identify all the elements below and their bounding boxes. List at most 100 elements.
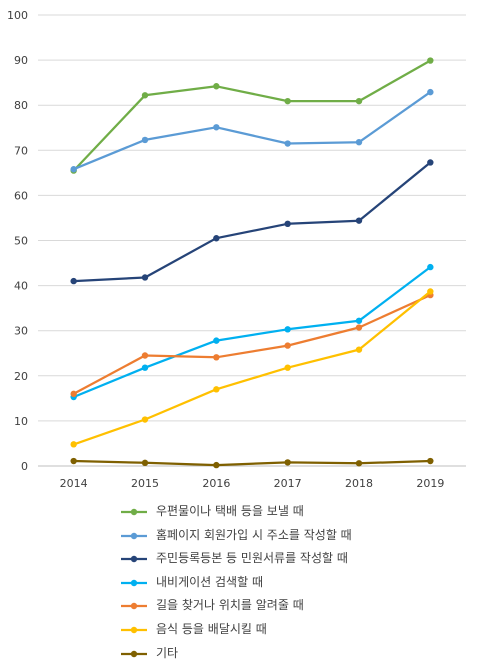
data-point	[213, 235, 220, 242]
data-point	[355, 97, 363, 105]
data-point	[427, 288, 434, 295]
legend-swatch	[121, 603, 147, 610]
data-point	[70, 390, 77, 398]
legend-item: 홈페이지 회원가입 시 주소를 작성할 때	[120, 524, 460, 548]
x-tick-label: 2018	[345, 477, 373, 490]
data-point	[284, 364, 291, 371]
y-tick-label: 90	[14, 54, 28, 67]
data-point	[213, 337, 220, 344]
y-tick-label: 40	[14, 280, 28, 293]
legend-item: 길을 찾거나 위치를 알려줄 때	[120, 594, 460, 618]
y-tick-label: 60	[14, 189, 28, 202]
legend-label: 내비게이션 검색할 때	[156, 574, 263, 589]
data-point	[427, 57, 434, 64]
data-point	[141, 92, 149, 99]
series-line	[73, 294, 431, 395]
legend-item: 주민등록등본 등 민원서류를 작성할 때	[120, 547, 460, 571]
data-point	[284, 326, 291, 333]
x-tick-label: 2014	[60, 477, 88, 490]
x-tick-label: 2017	[274, 477, 302, 490]
x-tick-label: 2016	[202, 477, 230, 490]
series-2	[70, 88, 434, 173]
legend-label: 기타	[156, 645, 179, 660]
y-tick-label: 70	[14, 144, 28, 157]
series-line	[73, 266, 431, 399]
data-point	[427, 263, 434, 271]
data-point	[70, 277, 77, 285]
series-5	[70, 291, 434, 398]
data-point	[70, 166, 77, 173]
legend-label: 음식 등을 배달시킬 때	[156, 621, 267, 636]
series-line	[72, 59, 431, 172]
legend-swatch	[121, 626, 147, 634]
legend-swatch-marker	[130, 650, 138, 657]
legend-item: 내비게이션 검색할 때	[120, 571, 460, 595]
y-tick-label: 0	[21, 460, 28, 473]
data-point	[70, 457, 77, 465]
data-point	[284, 342, 291, 349]
data-point	[284, 459, 291, 466]
series-3	[70, 159, 434, 285]
y-tick-label: 50	[14, 235, 28, 248]
x-tick-label: 2019	[416, 477, 444, 490]
data-point	[427, 159, 434, 166]
data-point	[141, 459, 149, 467]
legend-swatch-marker	[130, 555, 138, 563]
legend-item: 우편물이나 택배 등을 보낼 때	[120, 500, 460, 524]
legend-swatch-marker	[130, 508, 138, 516]
legend-swatch-marker	[130, 532, 138, 539]
data-point	[427, 88, 434, 96]
legend-swatch	[121, 532, 147, 539]
data-point	[427, 457, 434, 465]
series-1	[70, 57, 434, 174]
data-point	[284, 220, 291, 228]
y-tick-label: 30	[14, 325, 28, 338]
series-line	[73, 459, 431, 467]
legend-label: 우편물이나 택배 등을 보낼 때	[156, 504, 304, 518]
y-axis-ticks: 0 10 20 30 40 50 60 70 80 90 100	[7, 9, 28, 473]
data-point	[284, 140, 291, 147]
data-point	[213, 386, 220, 393]
data-point	[213, 461, 220, 469]
series-line	[73, 161, 432, 283]
data-point	[141, 352, 149, 359]
x-tick-label: 2015	[131, 477, 159, 490]
series-7	[70, 457, 434, 469]
legend-label: 주민등록등본 등 민원서류를 작성할 때	[156, 551, 348, 566]
y-tick-label: 80	[14, 99, 28, 112]
series-line	[73, 290, 432, 446]
series-lines	[70, 57, 434, 469]
legend-swatch	[121, 555, 147, 563]
legend-swatch	[121, 650, 147, 657]
data-point	[213, 83, 220, 90]
data-point	[355, 460, 363, 467]
gridlines	[38, 14, 466, 467]
series-line	[73, 91, 431, 171]
data-point	[213, 124, 220, 131]
data-point	[355, 317, 363, 324]
legend-item: 기타	[120, 642, 460, 665]
y-tick-label: 100	[7, 9, 28, 22]
x-axis-ticks: 2014 2015 2016 2017 2018 2019	[60, 477, 445, 490]
data-point	[355, 324, 363, 331]
legend-swatch-marker	[130, 603, 138, 610]
legend-swatch-marker	[130, 579, 138, 586]
legend-swatch-marker	[130, 626, 138, 634]
legend-swatch	[121, 579, 147, 586]
data-point	[141, 136, 149, 144]
data-point	[213, 354, 220, 361]
series-6	[70, 288, 434, 448]
y-tick-label: 10	[14, 415, 28, 428]
data-point	[70, 441, 77, 448]
data-point	[355, 138, 363, 146]
y-tick-label: 20	[14, 370, 28, 383]
data-point	[355, 346, 363, 353]
legend-label: 홈페이지 회원가입 시 주소를 작성할 때	[156, 527, 352, 542]
legend-item: 음식 등을 배달시킬 때	[120, 618, 460, 642]
data-point	[355, 217, 363, 224]
data-point	[141, 364, 149, 371]
legend-label: 길을 찾거나 위치를 알려줄 때	[156, 598, 304, 613]
data-point	[141, 416, 149, 423]
